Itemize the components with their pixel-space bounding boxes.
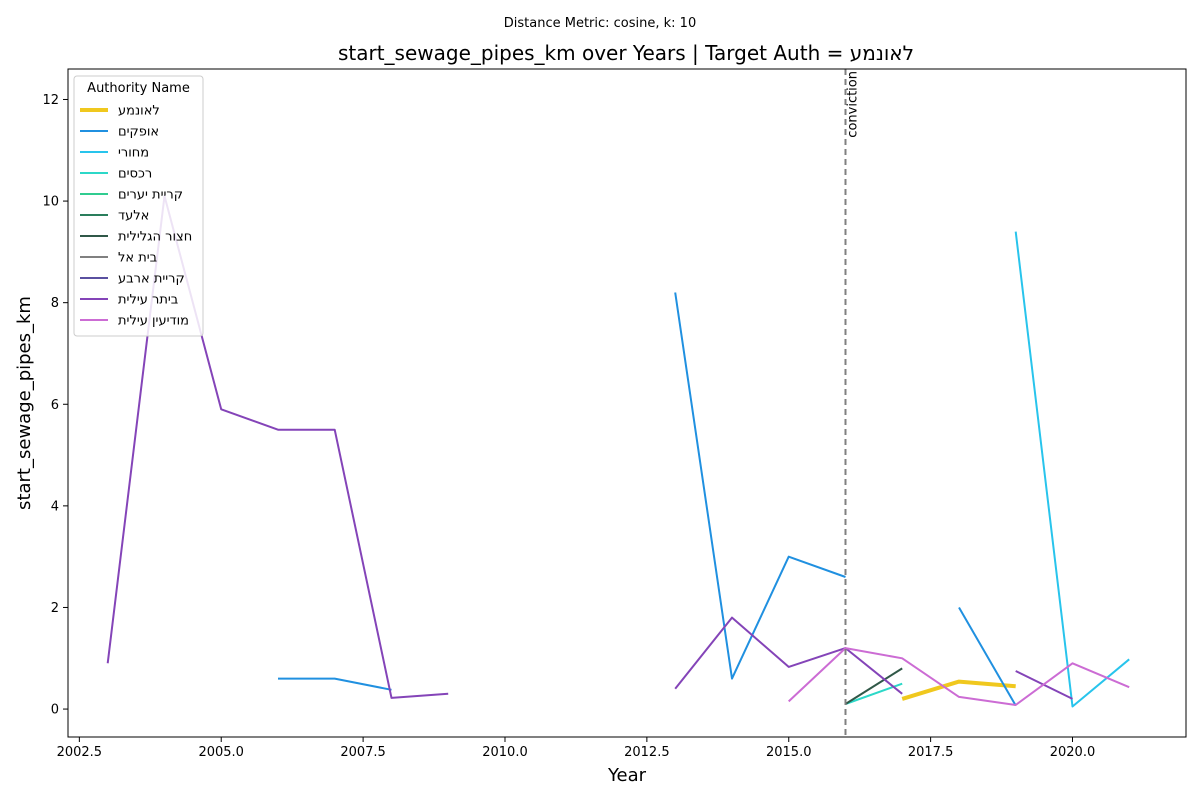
y-tick-label: 0: [51, 703, 59, 718]
x-tick-label: 2007.5: [340, 745, 386, 760]
plot-area: conviction: [106, 69, 1130, 737]
legend-label: אלעד: [118, 209, 149, 224]
series-line-2-0: [1014, 231, 1130, 708]
legend: Authority Name לאונמע אופקים מחורי רכסים קריי…: [73, 75, 204, 337]
legend-label: מחורי: [118, 146, 149, 161]
annotation-label: conviction: [845, 71, 860, 138]
y-tick-label: 12: [42, 93, 59, 108]
x-tick-label: 2010.0: [482, 745, 528, 760]
y-tick-label: 2: [51, 601, 59, 616]
series-line-1-2: [958, 606, 1017, 707]
legend-label: קריית ארבע: [118, 272, 185, 287]
x-axis-title: Year: [607, 765, 647, 786]
series-line-9-1: [674, 616, 903, 695]
legend-title: Authority Name: [87, 81, 190, 96]
chart-title: start_sewage_pipes_km over Years | Targe…: [338, 41, 914, 65]
x-axis: 2002.5 2005.0 2007.5 2010.0 2012.5 2015.0 2017…: [57, 737, 1096, 760]
y-axis-title: start_sewage_pipes_km: [14, 296, 35, 510]
legend-label: ביתר עילית: [118, 293, 178, 308]
chart-subtitle: Distance Metric: cosine, k: 10: [504, 16, 696, 31]
legend-label: רכסים: [118, 167, 152, 182]
series-line-0-0: [901, 679, 1016, 701]
x-tick-label: 2002.5: [57, 745, 103, 760]
legend-label: מודיעין עילית: [118, 314, 189, 329]
plot-frame: [67, 68, 1187, 738]
series-line-1-0: [278, 677, 392, 691]
x-tick-label: 2015.0: [766, 745, 812, 760]
legend-label: חצור הגלילית: [118, 230, 192, 245]
x-tick-label: 2020.0: [1050, 745, 1096, 760]
x-tick-label: 2005.0: [198, 745, 244, 760]
legend-label: לאונמע: [118, 104, 160, 119]
x-tick-label: 2012.5: [624, 745, 670, 760]
legend-label: בית אל: [118, 251, 157, 266]
legend-label: קריית יערים: [118, 188, 183, 203]
y-tick-label: 8: [51, 296, 59, 311]
series-line-1-1: [674, 292, 846, 680]
x-tick-label: 2017.5: [908, 745, 954, 760]
legend-box: [73, 75, 204, 337]
y-axis: 0 2 4 6 8 10 12: [42, 93, 68, 718]
y-tick-label: 4: [51, 499, 59, 514]
y-tick-label: 6: [51, 398, 59, 413]
y-tick-label: 10: [42, 195, 59, 210]
series-line-10-0: [788, 647, 1130, 706]
series-line-6-0: [844, 667, 903, 705]
legend-label: אופקים: [118, 125, 159, 140]
